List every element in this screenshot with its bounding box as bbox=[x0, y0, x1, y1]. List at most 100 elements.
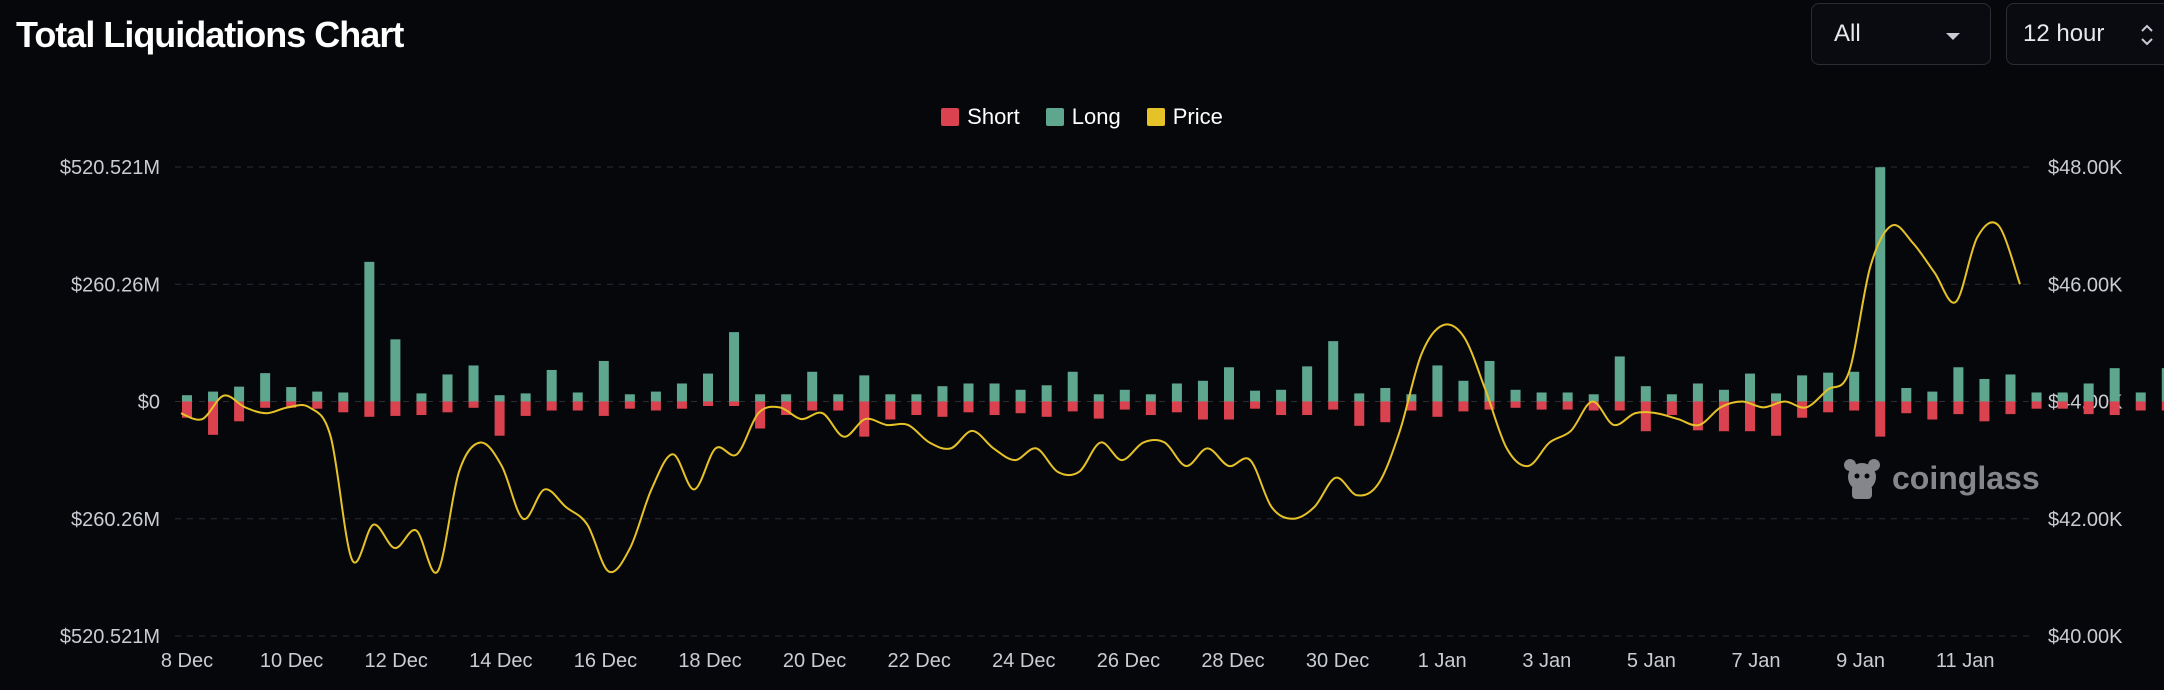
short-bar bbox=[364, 401, 375, 417]
x-tick-label: 22 Dec bbox=[888, 650, 951, 672]
short-bar bbox=[312, 401, 323, 409]
coin-filter-value: All bbox=[1834, 20, 1861, 47]
short-bar bbox=[1640, 401, 1651, 432]
long-bar bbox=[520, 393, 531, 402]
long-bar bbox=[1432, 365, 1443, 402]
long-bar bbox=[1901, 387, 1912, 402]
long-bar bbox=[1797, 375, 1808, 402]
long-bar bbox=[286, 387, 297, 402]
long-bar bbox=[1276, 389, 1287, 402]
short-bar bbox=[1797, 401, 1808, 418]
short-bar bbox=[729, 401, 740, 407]
long-bar bbox=[1354, 393, 1365, 402]
long-bar bbox=[2161, 368, 2164, 402]
long-bar bbox=[2057, 392, 2068, 402]
short-bar bbox=[1771, 401, 1782, 436]
x-tick-label: 10 Dec bbox=[260, 650, 323, 672]
long-bar bbox=[494, 395, 505, 402]
legend-label-price: Price bbox=[1172, 104, 1223, 129]
short-bar bbox=[650, 401, 661, 411]
short-bar bbox=[1745, 401, 1755, 432]
short-bar bbox=[598, 401, 609, 416]
legend-item-price[interactable]: Price bbox=[1146, 104, 1223, 130]
legend-label-short: Short bbox=[967, 104, 1020, 129]
short-bar bbox=[234, 401, 245, 422]
long-bar bbox=[703, 373, 713, 402]
long-bar bbox=[546, 369, 557, 402]
x-tick-label: 11 Jan bbox=[1936, 650, 1995, 672]
long-bar bbox=[1953, 367, 1964, 402]
long-bar bbox=[2083, 383, 2094, 402]
watermark-text: coinglass bbox=[1892, 459, 2040, 496]
short-bar bbox=[1901, 401, 1912, 414]
long-bar bbox=[1328, 341, 1339, 402]
short-bar bbox=[1276, 401, 1287, 416]
short-bar bbox=[1145, 401, 1156, 416]
long-bar bbox=[1771, 393, 1782, 402]
long-bar bbox=[911, 394, 922, 402]
short-bar bbox=[911, 401, 922, 416]
long-swatch bbox=[1045, 108, 1064, 126]
x-tick-label: 9 Jan bbox=[1836, 650, 1885, 672]
long-bar bbox=[885, 394, 896, 402]
coin-filter-select[interactable]: All bbox=[1811, 3, 1991, 65]
long-bar bbox=[1145, 394, 1156, 402]
short-bar bbox=[1614, 401, 1625, 411]
long-bar bbox=[963, 383, 974, 402]
price-line bbox=[180, 221, 2021, 574]
coinglass-watermark: coinglass bbox=[1840, 455, 2040, 501]
interval-value: 12 hour bbox=[2023, 20, 2105, 47]
long-bar bbox=[859, 375, 870, 402]
long-bar bbox=[1224, 367, 1234, 402]
long-bar bbox=[1041, 385, 1052, 402]
long-bar bbox=[1640, 386, 1651, 402]
long-bar bbox=[650, 391, 661, 402]
short-bar bbox=[286, 401, 297, 408]
short-bar bbox=[182, 401, 192, 418]
y-right-tick-label: $40.00K bbox=[2048, 626, 2123, 648]
long-bar bbox=[989, 383, 1000, 402]
long-bar bbox=[1093, 394, 1104, 402]
legend-item-short[interactable]: Short bbox=[941, 104, 1020, 130]
coinglass-logo-icon bbox=[1844, 459, 1880, 499]
long-bar bbox=[442, 374, 453, 402]
short-bar bbox=[833, 401, 844, 411]
y-left-tick-label: $0 bbox=[138, 392, 160, 414]
y-right-tick-label: $48.00K bbox=[2048, 157, 2123, 179]
short-bar bbox=[338, 401, 349, 413]
short-bar bbox=[624, 401, 635, 409]
long-bar bbox=[729, 332, 740, 402]
long-bar bbox=[1406, 394, 1417, 402]
x-tick-label: 3 Jan bbox=[1522, 650, 1571, 672]
long-bar bbox=[2031, 392, 2042, 402]
long-bar bbox=[1510, 389, 1521, 402]
short-bar bbox=[416, 401, 427, 416]
short-bar bbox=[468, 401, 479, 408]
price-swatch bbox=[1146, 108, 1165, 126]
long-bar bbox=[1979, 378, 1990, 402]
long-bar bbox=[1197, 380, 1208, 402]
chart-legend: Short Long Price bbox=[0, 104, 2164, 130]
x-tick-label: 18 Dec bbox=[678, 650, 741, 672]
short-bar bbox=[2135, 401, 2146, 411]
long-bar bbox=[2135, 392, 2146, 402]
long-bar bbox=[182, 395, 192, 402]
chevron-down-icon bbox=[1946, 33, 1960, 40]
long-bar bbox=[260, 373, 271, 402]
short-bar bbox=[1015, 401, 1026, 414]
long-bar bbox=[1250, 390, 1261, 402]
long-bar bbox=[1302, 366, 1313, 402]
interval-select[interactable]: 12 hour bbox=[2006, 3, 2164, 65]
short-bar bbox=[1875, 401, 1886, 437]
short-bar bbox=[1197, 401, 1208, 420]
short-bar bbox=[1354, 401, 1365, 426]
long-bar bbox=[234, 386, 245, 402]
legend-item-long[interactable]: Long bbox=[1045, 104, 1121, 130]
short-swatch bbox=[941, 108, 960, 126]
x-tick-label: 30 Dec bbox=[1306, 650, 1369, 672]
long-bar bbox=[1823, 372, 1834, 402]
long-bar bbox=[312, 391, 323, 402]
short-bar bbox=[2109, 401, 2120, 416]
long-bar bbox=[416, 393, 427, 402]
long-bar bbox=[1588, 394, 1599, 402]
